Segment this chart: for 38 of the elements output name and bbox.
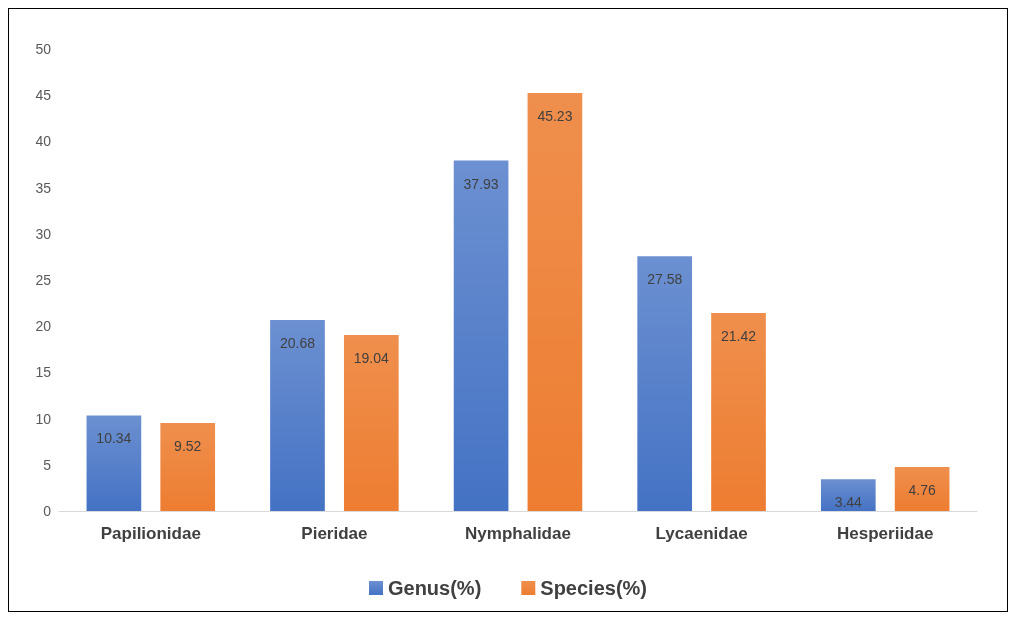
bar [270, 319, 325, 511]
data-label: 10.34 [96, 430, 132, 447]
bar [343, 335, 399, 511]
y-tick-label: 25 [35, 272, 52, 288]
data-label: 45.23 [537, 108, 573, 125]
x-tick-label: Lycaenidae [655, 524, 748, 543]
data-label: 3.44 [834, 494, 863, 511]
data-label: 4.76 [908, 482, 936, 499]
y-tick-label: 5 [43, 456, 52, 473]
bar [453, 160, 509, 511]
y-tick-label: 45 [35, 87, 52, 104]
bar [894, 467, 950, 511]
y-tick-label: 40 [35, 133, 52, 150]
y-tick-label: 0 [43, 503, 52, 519]
data-label: 21.42 [720, 328, 757, 345]
legend-label: Genus(%) [387, 577, 482, 599]
y-tick-label: 15 [35, 364, 52, 381]
bar [711, 313, 766, 511]
bar [86, 415, 142, 511]
data-label: 19.04 [353, 350, 390, 367]
y-tick-label: 20 [35, 318, 52, 335]
y-tick-label: 10 [35, 410, 52, 427]
y-tick-label: 35 [35, 179, 52, 196]
x-tick-label: Hesperiidae [837, 524, 934, 543]
data-label: 27.58 [647, 271, 683, 288]
data-label: 37.93 [463, 175, 499, 192]
data-label: 20.68 [279, 334, 316, 351]
bar [820, 479, 876, 511]
x-tick-label: Papilionidae [100, 524, 201, 543]
x-tick-label: Pieridae [301, 524, 368, 543]
bar [527, 93, 583, 511]
x-tick-label: Nymphalidae [465, 524, 571, 543]
y-tick-label: 50 [35, 41, 52, 57]
data-label: 9.52 [174, 438, 202, 455]
y-tick-label: 30 [35, 225, 52, 242]
bar [160, 423, 216, 511]
legend-label: Species(%) [540, 577, 648, 599]
bar [637, 256, 693, 511]
